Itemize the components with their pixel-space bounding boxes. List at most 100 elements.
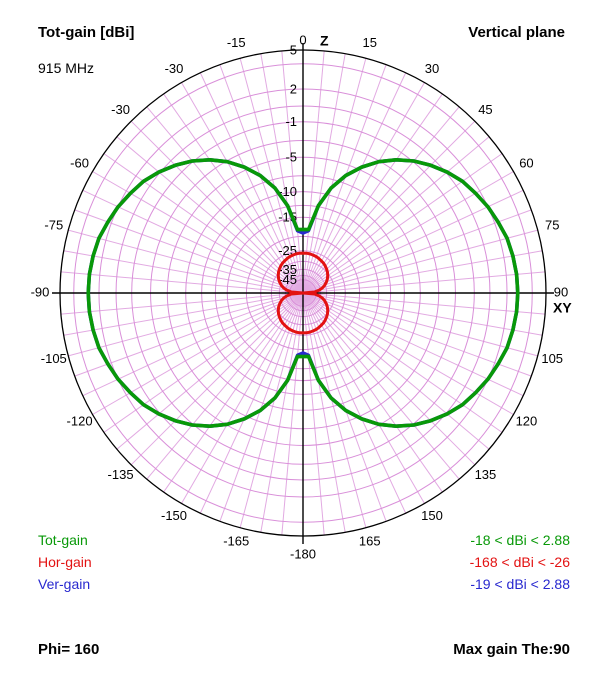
grid-spoke <box>302 82 425 294</box>
hor-gain-curve <box>276 251 330 335</box>
legend-items: Tot-gain Hor-gain Ver-gain <box>38 529 99 595</box>
gain-range-item: -18 < dBi < 2.88 <box>470 532 570 548</box>
grid-spoke <box>302 292 538 357</box>
grid-spoke <box>302 292 490 450</box>
grid-spoke <box>302 189 524 294</box>
grid-spoke <box>60 271 304 294</box>
angle-label: 90 <box>554 284 568 299</box>
grid-spoke <box>302 292 503 433</box>
legend-item: Hor-gain <box>38 554 92 570</box>
grid-spoke <box>181 82 304 294</box>
angle-label: 105 <box>541 351 563 366</box>
grid-spoke <box>116 136 304 294</box>
ring-label: -5 <box>285 150 297 165</box>
grid-spoke <box>63 292 304 336</box>
grid-spoke <box>302 292 425 504</box>
grid-spoke <box>302 292 460 480</box>
grid-spoke <box>130 292 304 466</box>
grid-spoke <box>103 153 304 294</box>
angle-label: -135 <box>108 467 134 482</box>
grid-spoke <box>74 209 304 294</box>
grid-spoke <box>302 271 546 294</box>
grid-spoke <box>302 292 514 415</box>
frequency-label: 915 MHz <box>38 60 95 76</box>
grid-spoke <box>92 292 304 415</box>
plane-label: Vertical plane <box>468 24 565 41</box>
grid-spoke <box>302 120 476 294</box>
grid-spoke <box>82 292 304 397</box>
gain-range-item: -168 < dBi < -26 <box>469 554 570 570</box>
gain-ranges: -18 < dBi < 2.88 -168 < dBi < -26 -19 < dB… <box>453 485 570 683</box>
grid-spoke <box>82 189 304 294</box>
angle-label: -30 <box>165 61 184 76</box>
grid-spoke <box>63 250 304 294</box>
angle-label: 0 <box>299 32 306 47</box>
angle-label: -75 <box>44 218 63 233</box>
grid-spoke <box>68 229 304 294</box>
grid-spoke <box>302 292 532 377</box>
grid-spoke <box>302 292 543 336</box>
grid-spoke <box>302 292 546 315</box>
grid-spoke <box>146 292 304 480</box>
grid-spoke <box>302 93 443 294</box>
angle-label: -165 <box>223 534 249 549</box>
legend: Tot-gain Hor-gain Ver-gain Phi= 160 <box>38 485 99 683</box>
ring-label: 2 <box>290 81 297 96</box>
xy-axis-name: XY <box>553 300 572 316</box>
grid-spoke <box>92 171 304 294</box>
grid-spoke <box>68 292 304 357</box>
grid-spoke <box>163 292 304 493</box>
ring-label: 5 <box>290 42 297 57</box>
grid-spoke <box>302 209 532 294</box>
angle-label: 135 <box>475 467 497 482</box>
grid-spoke <box>302 292 407 514</box>
angle-label: 60 <box>519 155 533 170</box>
grid-spoke <box>199 292 304 514</box>
angle-label: -180 <box>290 546 316 561</box>
angle-label: 30 <box>425 61 439 76</box>
page-title: Tot-gain [dBi] <box>38 24 135 41</box>
grid-spoke <box>302 72 407 294</box>
ring-label: -1 <box>285 114 297 129</box>
angle-label: 165 <box>359 534 381 549</box>
angle-label: -15 <box>227 35 246 50</box>
z-axis-name: Z <box>320 33 329 49</box>
grid-spoke <box>103 292 304 433</box>
gain-range-item: -19 < dBi < 2.88 <box>470 576 570 592</box>
gain-range-items: -18 < dBi < 2.88 -168 < dBi < -26 -19 < dB… <box>453 529 570 595</box>
angle-label: 15 <box>363 35 377 50</box>
grid-spoke <box>60 292 304 315</box>
grid-spoke <box>302 171 514 294</box>
ring-label: -45 <box>278 272 297 287</box>
angle-label: -30 <box>111 102 130 117</box>
angle-label: -150 <box>161 508 187 523</box>
grid-spoke <box>130 120 304 294</box>
grid-spoke <box>302 250 543 294</box>
angle-label: 150 <box>421 508 443 523</box>
legend-item: Ver-gain <box>38 576 91 592</box>
angle-label: -90 <box>31 284 50 299</box>
ring-label: -35 <box>278 262 297 277</box>
grid-spoke <box>181 292 304 504</box>
max-gain-label: Max gain The:90 <box>453 641 570 658</box>
angle-label: -120 <box>67 413 93 428</box>
grid-spoke <box>116 292 304 450</box>
grid-spoke <box>302 153 503 294</box>
grid-spoke <box>302 292 443 493</box>
grid-spoke <box>302 136 490 294</box>
grid-spoke <box>199 72 304 294</box>
phi-cut-label: Phi= 160 <box>38 641 100 658</box>
angle-label: 120 <box>516 413 538 428</box>
grid-spoke <box>163 93 304 294</box>
grid-spoke <box>302 292 524 397</box>
grid-spoke <box>302 106 460 294</box>
angle-label: 75 <box>545 218 559 233</box>
grid-spoke <box>146 106 304 294</box>
angle-label: -105 <box>41 351 67 366</box>
angle-label: -60 <box>70 155 89 170</box>
grid-spoke <box>302 229 538 294</box>
grid-spoke <box>302 292 476 466</box>
tot-gain-curve <box>86 158 520 428</box>
grid-spoke <box>74 292 304 377</box>
legend-item: Tot-gain <box>38 532 88 548</box>
